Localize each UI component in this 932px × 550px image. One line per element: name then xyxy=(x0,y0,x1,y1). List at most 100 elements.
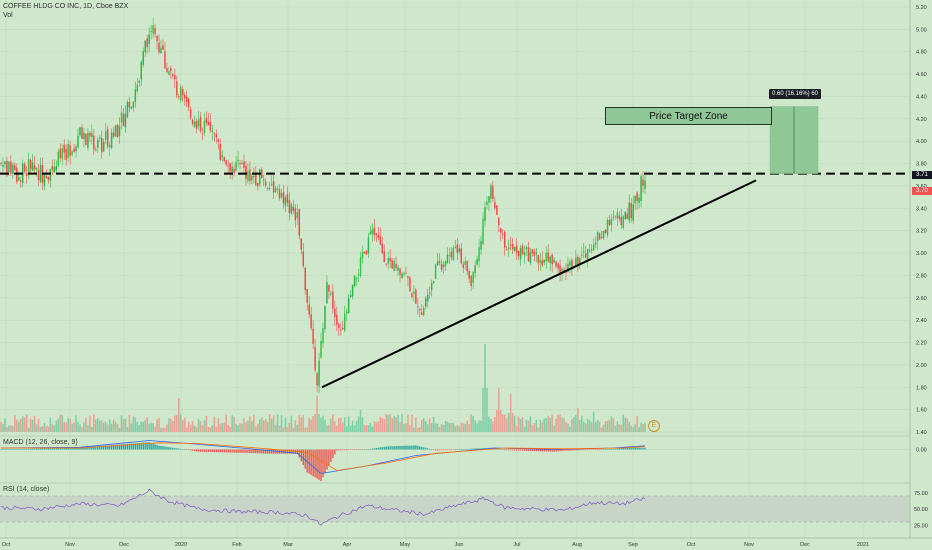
macd-hist-168 xyxy=(332,449,334,459)
macd-hist-173 xyxy=(342,449,344,451)
candle-body-275 xyxy=(543,259,546,263)
macd-hist-145 xyxy=(286,449,289,454)
candle-body-204 xyxy=(403,273,405,275)
candle-body-318 xyxy=(628,202,630,221)
macd-hist-305 xyxy=(602,449,605,450)
macd-hist-277 xyxy=(547,449,549,452)
macd-hist-230 xyxy=(454,449,457,450)
macd-hist-325 xyxy=(642,447,644,450)
macd-hist-284 xyxy=(561,449,563,451)
volume-bar-285 xyxy=(563,418,565,432)
macd-hist-272 xyxy=(537,449,540,452)
price-tick-2: 4.80 xyxy=(916,50,927,56)
macd-hist-97 xyxy=(191,449,194,451)
volume-bar-161 xyxy=(318,414,320,432)
candle-body-269 xyxy=(531,249,534,254)
macd-hist-156 xyxy=(308,449,310,474)
volume-bar-323 xyxy=(638,427,640,432)
candle-body-41 xyxy=(81,127,83,139)
macd-hist-159 xyxy=(314,449,316,478)
macd-hist-48 xyxy=(95,446,97,450)
volume-bar-267 xyxy=(527,421,530,432)
volume-bar-326 xyxy=(644,422,646,432)
candle-body-286 xyxy=(565,271,567,273)
candle-body-31 xyxy=(61,148,63,159)
time-tick-2: Dec xyxy=(119,542,129,548)
candle-body-326 xyxy=(644,180,646,189)
price-target-zone-box[interactable]: Price Target Zone xyxy=(605,107,772,125)
macd-hist-195 xyxy=(385,446,387,450)
candle-body-43 xyxy=(85,133,87,145)
candle-body-23 xyxy=(45,176,48,178)
candle-body-201 xyxy=(397,267,399,271)
macd-hist-34 xyxy=(67,447,69,450)
volume-bar-305 xyxy=(602,424,605,432)
candle-body-234 xyxy=(462,264,465,268)
price-tick-8: 3.60 xyxy=(916,184,927,190)
macd-hist-115 xyxy=(227,449,229,453)
volume-bar-260 xyxy=(513,415,516,432)
volume-bar-300 xyxy=(592,412,595,432)
candle-body-254 xyxy=(502,233,504,235)
macd-hist-194 xyxy=(383,446,385,450)
volume-bar-246 xyxy=(486,388,488,432)
macd-hist-90 xyxy=(178,448,180,450)
volume-bar-176 xyxy=(347,416,350,432)
volume-bar-74 xyxy=(146,417,148,432)
macd-hist-188 xyxy=(371,448,374,450)
macd-hist-42 xyxy=(83,447,85,450)
macd-hist-198 xyxy=(391,446,393,450)
macd-hist-72 xyxy=(142,442,144,450)
candle-body-265 xyxy=(523,252,526,256)
candle-body-78 xyxy=(154,28,156,34)
macd-hist-165 xyxy=(326,449,328,470)
candle-body-205 xyxy=(405,272,407,274)
macd-hist-85 xyxy=(168,447,170,450)
volume-bar-281 xyxy=(555,418,557,432)
candle-body-59 xyxy=(116,124,119,138)
macd-hist-157 xyxy=(310,449,312,475)
volume-bar-101 xyxy=(199,421,202,432)
macd-hist-231 xyxy=(456,449,459,450)
macd-hist-33 xyxy=(65,447,67,450)
symbol-title: COFFEE HLDG CO INC, 1D, Cboe BZX xyxy=(3,3,129,10)
volume-bar-202 xyxy=(399,421,401,432)
candle-body-194 xyxy=(383,250,385,263)
candle-body-128 xyxy=(253,175,255,177)
candle-body-238 xyxy=(470,276,472,286)
candle-body-64 xyxy=(126,101,129,118)
earnings-badge[interactable]: E xyxy=(648,420,660,432)
volume-bar-132 xyxy=(260,417,263,432)
macd-hist-29 xyxy=(57,448,59,450)
volume-bar-56 xyxy=(110,423,113,432)
candle-body-268 xyxy=(529,252,532,263)
candle-body-62 xyxy=(122,113,125,126)
candle-body-197 xyxy=(389,257,391,262)
candle-body-85 xyxy=(168,71,170,75)
volume-bar-208 xyxy=(411,414,413,432)
candle-body-270 xyxy=(533,251,536,257)
volume-bar-92 xyxy=(181,420,184,432)
candle-body-33 xyxy=(65,149,67,160)
volume-bar-290 xyxy=(573,416,575,432)
candle-body-146 xyxy=(288,200,291,214)
volume-bar-169 xyxy=(334,421,336,432)
candle-body-223 xyxy=(440,263,443,270)
volume-bar-218 xyxy=(430,423,433,432)
time-tick-10: Aug xyxy=(572,542,582,548)
candle-body-220 xyxy=(434,264,437,279)
macd-hist-302 xyxy=(596,449,599,450)
volume-bar-209 xyxy=(413,427,415,432)
candle-body-39 xyxy=(77,135,79,148)
volume-bar-123 xyxy=(243,418,245,432)
volume-bar-23 xyxy=(45,425,48,432)
volume-bar-170 xyxy=(336,425,338,432)
macd-hist-62 xyxy=(122,444,125,450)
volume-bar-249 xyxy=(492,421,494,432)
volume-bar-98 xyxy=(193,425,196,432)
macd-hist-46 xyxy=(91,446,93,450)
candle-body-113 xyxy=(223,157,225,161)
macd-hist-37 xyxy=(73,447,75,450)
